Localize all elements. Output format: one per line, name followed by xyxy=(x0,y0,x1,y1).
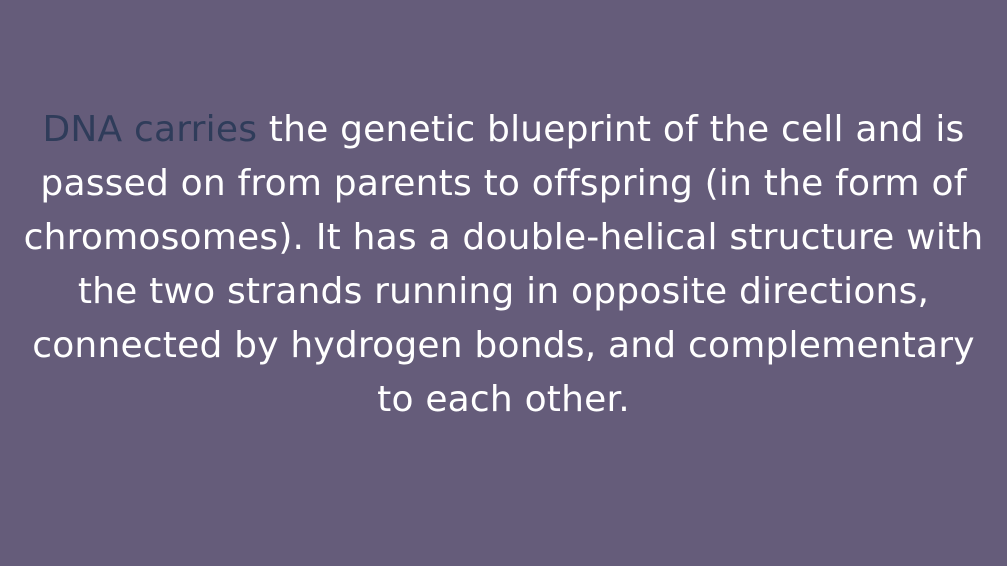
paragraph-body-text: the genetic blueprint of the cell and is… xyxy=(23,109,984,420)
dna-description-paragraph: DNA carries the genetic blueprint of the… xyxy=(24,103,984,427)
highlighted-term: DNA carries xyxy=(42,109,258,150)
